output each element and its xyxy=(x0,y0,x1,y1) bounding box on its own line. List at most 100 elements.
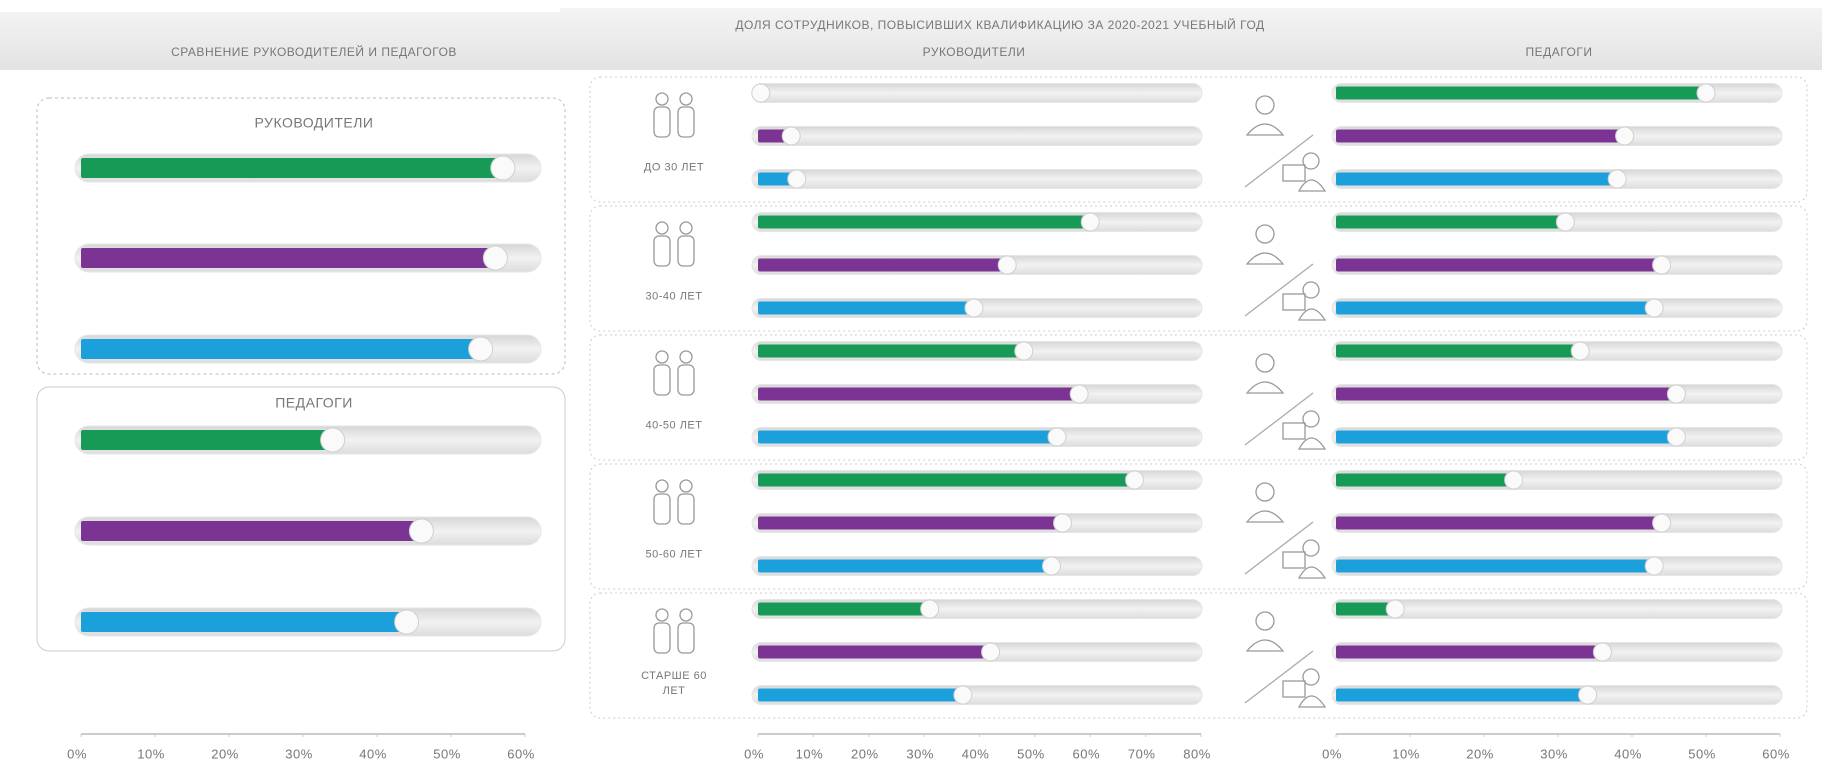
bar-knob xyxy=(1069,384,1089,404)
group-box xyxy=(589,463,1808,590)
x-tick-label: 0% xyxy=(67,746,87,761)
bar xyxy=(758,387,1080,401)
bar xyxy=(1336,172,1618,186)
icon-part xyxy=(1244,650,1314,704)
bar xyxy=(758,645,991,659)
bar-knob xyxy=(1125,470,1145,490)
header-tab xyxy=(0,0,560,12)
bar xyxy=(81,158,503,178)
left-title: СРАВНЕНИЕ РУКОВОДИТЕЛЕЙ И ПЕДАГОГОВ xyxy=(171,44,457,59)
bar xyxy=(758,688,963,702)
bar-knob xyxy=(468,336,494,362)
x-tick-label: 20% xyxy=(851,746,879,761)
x-tick-label: 50% xyxy=(1017,746,1045,761)
bar xyxy=(1336,473,1514,487)
category-label: РУКОВОДИТЕЛИ xyxy=(255,115,374,131)
bar-knob xyxy=(1696,83,1716,103)
icon-part xyxy=(1297,179,1327,192)
icon-part xyxy=(1244,521,1314,575)
x-tick-label: 60% xyxy=(1072,746,1100,761)
icon-part xyxy=(655,92,669,106)
role-icon xyxy=(1244,353,1327,450)
icon-part xyxy=(1302,668,1320,686)
x-tick-label: 30% xyxy=(285,746,313,761)
bar-knob xyxy=(1644,556,1664,576)
bar-knob xyxy=(1615,126,1635,146)
bar-track xyxy=(751,83,1203,103)
people-icon xyxy=(653,350,695,396)
bar xyxy=(758,559,1052,573)
bar xyxy=(1336,129,1625,143)
x-tick-label: 40% xyxy=(962,746,990,761)
icon-part xyxy=(653,364,671,396)
bar xyxy=(1336,258,1662,272)
icon-part xyxy=(679,479,693,493)
x-tick-label: 70% xyxy=(1128,746,1156,761)
icon-part xyxy=(1255,611,1275,631)
x-tick-label: 40% xyxy=(359,746,387,761)
icon-part xyxy=(1302,539,1320,557)
role-icon xyxy=(1244,482,1327,579)
bar-knob xyxy=(1644,298,1664,318)
bar xyxy=(1336,516,1662,530)
group-box xyxy=(36,97,566,375)
icon-part xyxy=(653,235,671,267)
bar xyxy=(758,430,1058,444)
x-tick-label: 60% xyxy=(1762,746,1790,761)
icon-part xyxy=(677,622,695,654)
icon-part xyxy=(1282,422,1306,440)
icon-part xyxy=(1297,695,1327,708)
bar xyxy=(81,612,407,632)
x-tick-label: 60% xyxy=(507,746,535,761)
bar xyxy=(758,516,1063,530)
x-tick-label: 10% xyxy=(137,746,165,761)
icon-part xyxy=(1244,392,1314,446)
icon-part xyxy=(677,235,695,267)
role-icon xyxy=(1244,611,1327,708)
icon-part xyxy=(655,479,669,493)
bar-knob xyxy=(1053,513,1073,533)
bar-knob xyxy=(408,518,434,544)
icon-part xyxy=(1282,680,1306,698)
people-icon xyxy=(653,479,695,525)
bar-knob xyxy=(751,83,771,103)
x-tick-label: 30% xyxy=(906,746,934,761)
icon-part xyxy=(1282,164,1306,182)
category-label: 30-40 ЛЕТ xyxy=(645,290,703,303)
page-title: ДОЛЯ СОТРУДНИКОВ, ПОВЫСИВШИХ КВАЛИФИКАЦИ… xyxy=(735,17,1264,32)
bar xyxy=(1336,215,1566,229)
bar-knob xyxy=(1578,685,1598,705)
x-tick-label: 0% xyxy=(744,746,764,761)
bar xyxy=(1336,645,1603,659)
people-icon xyxy=(653,92,695,138)
icon-part xyxy=(1255,353,1275,373)
x-tick-label: 30% xyxy=(1540,746,1568,761)
people-icon xyxy=(653,608,695,654)
x-tick-label: 50% xyxy=(1688,746,1716,761)
bar-knob xyxy=(394,609,420,635)
group-box xyxy=(589,592,1808,719)
bar-track xyxy=(751,169,1203,189)
bar xyxy=(758,602,930,616)
icon-part xyxy=(1282,551,1306,569)
bar-knob xyxy=(997,255,1017,275)
bar xyxy=(81,521,422,541)
bar-knob xyxy=(787,169,807,189)
bar xyxy=(81,339,481,359)
bar xyxy=(1336,301,1655,315)
icon-part xyxy=(1297,308,1327,321)
x-tick-label: 50% xyxy=(433,746,461,761)
bar-knob xyxy=(1666,384,1686,404)
group-box xyxy=(36,386,566,652)
icon-part xyxy=(1245,252,1285,265)
role-icon xyxy=(1244,224,1327,321)
bar-knob xyxy=(1666,427,1686,447)
icon-part xyxy=(679,350,693,364)
bar-knob xyxy=(1047,427,1067,447)
bar-knob xyxy=(981,642,1001,662)
bar-knob xyxy=(1652,255,1672,275)
group-box xyxy=(589,334,1808,461)
icon-part xyxy=(679,608,693,622)
